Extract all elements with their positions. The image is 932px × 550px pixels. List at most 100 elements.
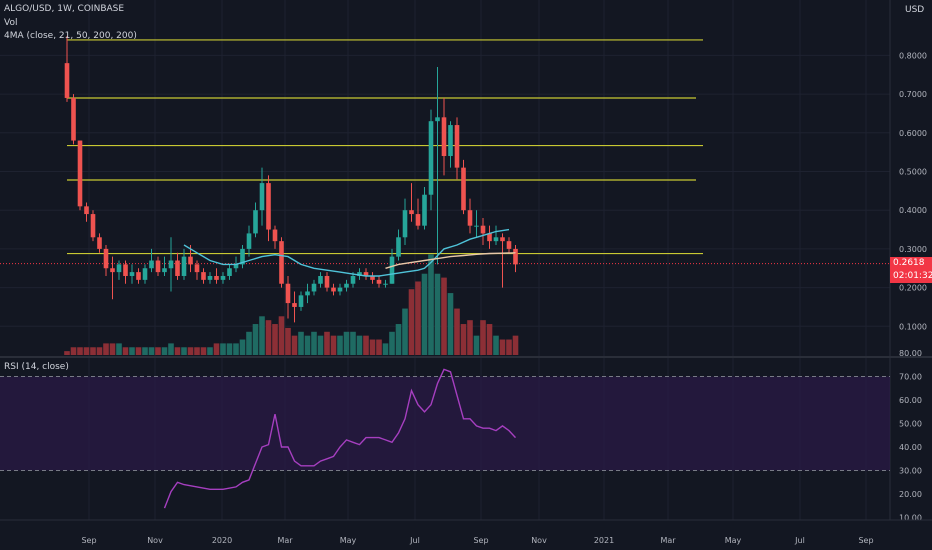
candle-body: [467, 210, 473, 226]
volume-bar: [415, 281, 421, 355]
rsi-tick-label: 40.00: [899, 443, 922, 452]
candle-body: [233, 264, 239, 269]
volume-bar: [129, 347, 135, 355]
candle-body: [448, 125, 453, 157]
volume-bar: [402, 308, 408, 355]
candle-body: [513, 248, 518, 265]
candle-body: [441, 117, 447, 157]
candle-body: [305, 291, 310, 296]
volume-bar: [428, 254, 434, 355]
time-tick-label: 2021: [594, 536, 614, 545]
symbol-legend[interactable]: ALGO/USD, 1W, COINBASE: [4, 4, 125, 14]
volume-legend[interactable]: Vol: [4, 18, 18, 28]
price-tick-label: 0.5000: [899, 168, 927, 177]
volume-bar: [408, 289, 415, 355]
price-tick-label: 0.8000: [899, 51, 927, 60]
volume-bar: [135, 347, 142, 355]
ma-legend[interactable]: 4MA (close, 21, 50, 200, 200): [4, 31, 137, 41]
candle-body: [324, 275, 330, 288]
time-tick-label: Nov: [531, 536, 547, 545]
volume-bar: [447, 293, 454, 355]
volume-bar: [441, 277, 447, 355]
candle-body: [162, 268, 167, 273]
rsi-legend[interactable]: RSI (14, close): [4, 362, 69, 372]
candle-body: [129, 272, 135, 276]
volume-bar: [181, 347, 187, 355]
candle-body: [227, 268, 232, 276]
candle-body: [331, 287, 336, 292]
volume-bar: [350, 331, 356, 355]
volume-bar: [337, 335, 343, 355]
volume-bar: [142, 347, 148, 355]
volume-bar: [226, 343, 233, 355]
candle-body: [292, 303, 297, 307]
volume-bar: [174, 347, 181, 355]
current-price-badge: 0.2618: [890, 257, 932, 270]
volume-bar: [90, 347, 96, 355]
volume-bar: [389, 331, 395, 355]
price-tick-label: 0.6000: [899, 129, 927, 138]
candle-body: [487, 233, 492, 242]
rsi-band: [0, 376, 890, 471]
price-tick-label: 0.7000: [899, 90, 927, 99]
countdown-badge: 02:01:32: [890, 270, 932, 283]
candle-body: [318, 275, 323, 284]
volume-bar: [343, 331, 350, 355]
time-tick-label: Jul: [794, 536, 805, 545]
candle-body: [97, 237, 102, 249]
rsi-axis: 80.00 70.00 60.00 50.00 40.00 30.00 20.00 10.00: [899, 349, 922, 523]
candle-body: [285, 283, 291, 304]
volume-bar: [356, 335, 363, 355]
volume-bar: [493, 335, 499, 355]
volume-bar: [291, 335, 298, 355]
candle-body: [461, 167, 466, 211]
volume-bar: [194, 347, 200, 355]
rsi-tick-label: 30.00: [899, 467, 922, 476]
candle-body: [149, 260, 154, 269]
candle-body: [181, 256, 187, 276]
volume-bar: [239, 339, 246, 355]
candle-body: [240, 248, 245, 265]
candle-body: [253, 210, 258, 234]
time-tick-label: Sep: [473, 536, 488, 545]
currency-label: USD: [905, 5, 925, 15]
candle-body: [194, 264, 200, 273]
candle-body: [337, 287, 343, 292]
candle-body: [428, 121, 434, 195]
candle-body: [493, 237, 499, 242]
volume-bar: [311, 331, 317, 355]
price-tick-label: 0.4000: [899, 206, 927, 215]
candle-body: [363, 272, 369, 276]
price-tick-label: 0.2000: [899, 284, 927, 293]
volume-bar: [77, 347, 83, 355]
candle-body: [350, 275, 356, 284]
candlesticks: [64, 36, 518, 323]
candle-body: [311, 283, 317, 292]
time-tick-label: May: [725, 536, 742, 545]
volume-bar: [200, 347, 207, 355]
volume-bar: [70, 347, 77, 355]
volume-bar: [103, 343, 109, 355]
candle-body: [175, 260, 180, 276]
time-tick-label: Mar: [660, 536, 676, 545]
horizontal-levels: [0, 39, 890, 265]
rsi-pane: [0, 368, 890, 509]
volume-bar: [421, 273, 428, 355]
volume-bar: [122, 347, 129, 355]
volume-bar: [96, 347, 103, 355]
time-tick-label: Sep: [81, 536, 96, 545]
volume-bar: [506, 339, 512, 355]
volume-bar: [454, 308, 460, 355]
volume-bars: [64, 254, 519, 355]
candle-body: [201, 272, 206, 280]
candle-body: [136, 272, 141, 280]
candle-body: [246, 233, 252, 249]
rsi-tick-label: 70.00: [899, 373, 922, 382]
volume-bar: [499, 339, 506, 355]
rsi-tick-label: 80.00: [899, 349, 922, 358]
volume-bar: [363, 335, 369, 355]
volume-bar: [64, 351, 70, 355]
volume-bar: [207, 347, 213, 355]
candle-body: [207, 275, 213, 280]
